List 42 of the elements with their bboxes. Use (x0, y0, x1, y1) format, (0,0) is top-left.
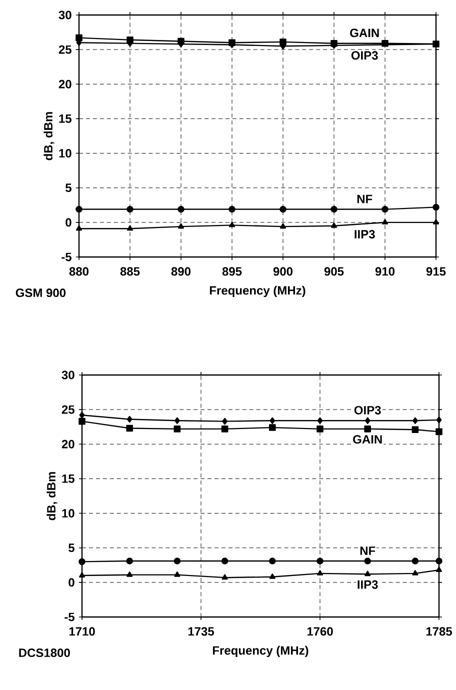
series-label: IIP3 (358, 580, 378, 589)
x-tick-label: 900 (273, 267, 293, 276)
series-label: IIP3 (354, 230, 375, 239)
x-tick-label: 885 (120, 267, 140, 276)
series-label: NF (360, 546, 376, 555)
text: GSM 900 (16, 288, 66, 298)
y-tick-label: 20 (58, 80, 72, 88)
y-tick-label: 5 (68, 544, 74, 552)
y-tick-label: 0 (66, 218, 72, 227)
x-tick-label: 905 (324, 267, 344, 276)
text: DCS1800 (19, 648, 70, 658)
y-tick-label: 10 (62, 509, 74, 518)
y-tick-label: 30 (62, 370, 74, 380)
series-label: OIP3 (351, 51, 378, 60)
y-tick-label: 20 (62, 440, 74, 448)
legend-label: GAIN (350, 28, 379, 38)
series-label: OIP3 (354, 406, 381, 414)
y-axis-title: dB, dBm (46, 472, 58, 520)
x-tick-label: 880 (69, 267, 89, 276)
x-tick-label: 890 (171, 267, 191, 276)
y-axis-title: dB, dBm (44, 112, 54, 160)
x-tick-label: 1760 (307, 627, 333, 636)
y-tick-label: 15 (59, 114, 72, 123)
y-tick-label: -5 (62, 252, 72, 262)
y-tick-label: 0 (68, 578, 74, 587)
y-tick-label: 25 (58, 45, 72, 54)
y-tick-label: 10 (59, 149, 72, 158)
x-tick-label: 895 (222, 267, 242, 276)
x-tick-label: 1785 (426, 627, 452, 636)
y-tick-label: 25 (62, 405, 74, 414)
x-tick-label: 1710 (69, 627, 95, 636)
series-label: GAIN (353, 435, 382, 444)
x-tick-label: 915 (426, 267, 446, 276)
x-tick-label: 1735 (188, 627, 214, 636)
y-tick-label: 30 (58, 10, 72, 20)
series-label: NF (357, 194, 372, 204)
y-tick-label: -5 (64, 612, 74, 622)
x-axis-title: Frequency (MHz) (210, 286, 306, 298)
y-tick-label: 15 (62, 474, 74, 483)
y-tick-label: 5 (66, 184, 72, 192)
x-tick-label: 910 (375, 267, 395, 276)
x-axis-title: Frequency (MHz) (212, 646, 308, 658)
